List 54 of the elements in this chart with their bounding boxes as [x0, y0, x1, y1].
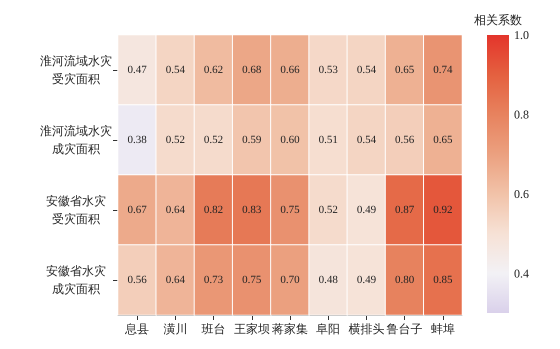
- data-label: 0.49: [356, 274, 377, 286]
- data-label: 0.56: [395, 134, 415, 146]
- x-tick-label: 息县: [124, 322, 150, 336]
- y-tick-label: 安徽省水灾受灾面积: [46, 194, 106, 226]
- x-tick-label: 横排头: [348, 322, 384, 336]
- color-bar-label: 1.0: [514, 28, 529, 42]
- data-label: 0.66: [280, 64, 300, 76]
- data-label: 0.92: [433, 204, 453, 216]
- data-label: 0.51: [318, 134, 338, 146]
- data-label: 0.47: [127, 64, 148, 76]
- data-label: 0.52: [166, 134, 185, 146]
- color-bar-label: 0.8: [514, 107, 529, 122]
- y-tick-label: 淮河流域水灾成灾面积: [40, 124, 112, 156]
- x-tick-label: 王家坝: [234, 322, 270, 336]
- data-label: 0.65: [433, 134, 454, 146]
- data-label: 0.82: [204, 204, 224, 216]
- x-tick-label: 鲁台子: [386, 322, 423, 336]
- color-bar-label: 0.4: [514, 266, 529, 280]
- data-label: 0.60: [280, 134, 300, 146]
- data-label: 0.70: [280, 274, 300, 286]
- color-bar-label: 0.6: [514, 186, 529, 201]
- data-label: 0.54: [356, 134, 377, 146]
- data-label: 0.75: [242, 274, 262, 286]
- x-tick-label: 蚌埠: [430, 322, 455, 336]
- x-tick-label: 阜阳: [316, 322, 340, 336]
- data-label: 0.80: [395, 274, 415, 286]
- data-label: 0.87: [395, 204, 415, 216]
- data-label: 0.68: [242, 64, 262, 76]
- x-tick-label: 班台: [202, 322, 226, 336]
- data-label: 0.56: [127, 274, 148, 286]
- y-tick-label: 安徽省水灾成灾面积: [46, 264, 106, 296]
- data-label: 0.65: [395, 64, 415, 76]
- data-label: 0.74: [433, 64, 454, 76]
- data-label: 0.48: [318, 274, 338, 286]
- data-label: 0.52: [204, 134, 224, 146]
- color-bar-title: 相关系数: [474, 13, 522, 27]
- data-label: 0.67: [127, 204, 148, 216]
- data-label: 0.75: [280, 204, 300, 216]
- data-label: 0.83: [242, 204, 262, 216]
- data-label: 0.38: [127, 134, 148, 146]
- x-tick-label: 潢川: [163, 322, 188, 336]
- data-label: 0.52: [318, 204, 338, 216]
- data-label: 0.49: [356, 204, 377, 216]
- data-label: 0.54: [166, 64, 186, 76]
- data-label: 0.64: [166, 274, 186, 286]
- data-label: 0.59: [242, 134, 262, 146]
- data-label: 0.85: [433, 274, 454, 286]
- y-tick-label: 淮河流域水灾受灾面积: [40, 54, 112, 86]
- x-tick-label: 蒋家集: [272, 322, 308, 336]
- data-label: 0.73: [204, 274, 224, 286]
- data-label: 0.64: [166, 204, 186, 216]
- data-label: 0.54: [356, 64, 377, 76]
- data-label: 0.53: [318, 64, 338, 76]
- data-label: 0.62: [204, 64, 224, 76]
